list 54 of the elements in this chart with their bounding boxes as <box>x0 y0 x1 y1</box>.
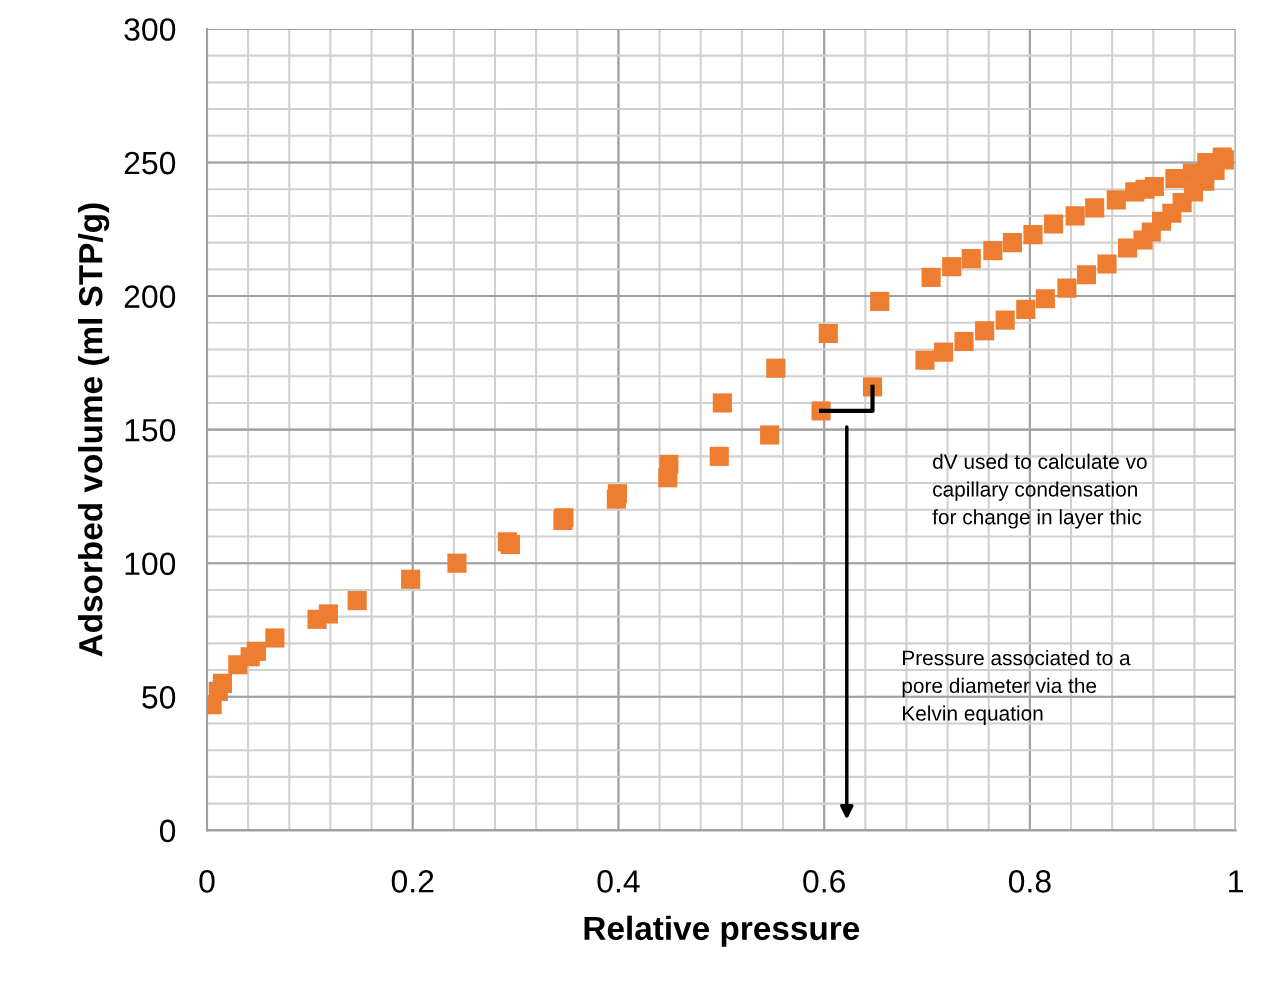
point <box>401 569 421 589</box>
x-tick-label: 0.2 <box>391 870 434 893</box>
y-tick-label: 50 <box>142 686 176 709</box>
y-tick-label: 300 <box>124 18 176 41</box>
point <box>760 425 780 445</box>
point <box>921 267 941 287</box>
point <box>1035 289 1055 309</box>
x-tick-label: 0.4 <box>597 870 640 893</box>
point <box>1076 265 1097 285</box>
x-tick-label: 0 <box>199 870 215 893</box>
y-tick-label: 250 <box>124 151 176 175</box>
point <box>212 673 232 693</box>
point <box>961 249 981 269</box>
point <box>1057 278 1077 298</box>
point <box>915 350 935 370</box>
point <box>1097 254 1117 274</box>
point <box>712 393 732 413</box>
point <box>265 628 285 648</box>
point <box>659 454 679 474</box>
point <box>1144 176 1164 197</box>
point <box>933 342 954 362</box>
point <box>954 331 974 352</box>
y-tick-label: 200 <box>124 285 176 308</box>
point <box>975 321 995 341</box>
point <box>995 310 1015 330</box>
y-tick-label: 0 <box>159 819 176 843</box>
x-axis-title: Relative pressure <box>584 915 860 947</box>
point <box>1016 299 1036 319</box>
point <box>1023 225 1043 245</box>
point <box>1165 168 1185 189</box>
annotation: dV used to calculate vo capillary condensation for change in layer thic <box>932 453 1147 529</box>
point <box>942 257 962 277</box>
point <box>1106 190 1126 210</box>
point <box>246 641 266 661</box>
point <box>709 446 729 466</box>
x-tick-label: 1 <box>1229 870 1243 893</box>
y-tick-label: 100 <box>125 552 176 576</box>
point <box>318 604 338 624</box>
point <box>1002 233 1022 253</box>
point <box>1065 206 1085 226</box>
point <box>983 241 1003 261</box>
y-axis-title: Adsorbed volume (ml STP/g) <box>78 203 110 657</box>
point <box>1043 214 1064 234</box>
point <box>818 323 838 344</box>
annotation: Pressure associated to a pore diameter via the Kelvin equation <box>902 650 1131 725</box>
point <box>347 591 367 611</box>
point <box>607 484 627 504</box>
point <box>447 553 467 573</box>
point <box>870 291 890 311</box>
point <box>766 358 786 378</box>
x-tick-label: 0.8 <box>1008 870 1051 893</box>
y-tick-label: 150 <box>125 418 176 442</box>
x-tick-label: 0.6 <box>803 870 845 893</box>
point <box>1085 198 1105 218</box>
